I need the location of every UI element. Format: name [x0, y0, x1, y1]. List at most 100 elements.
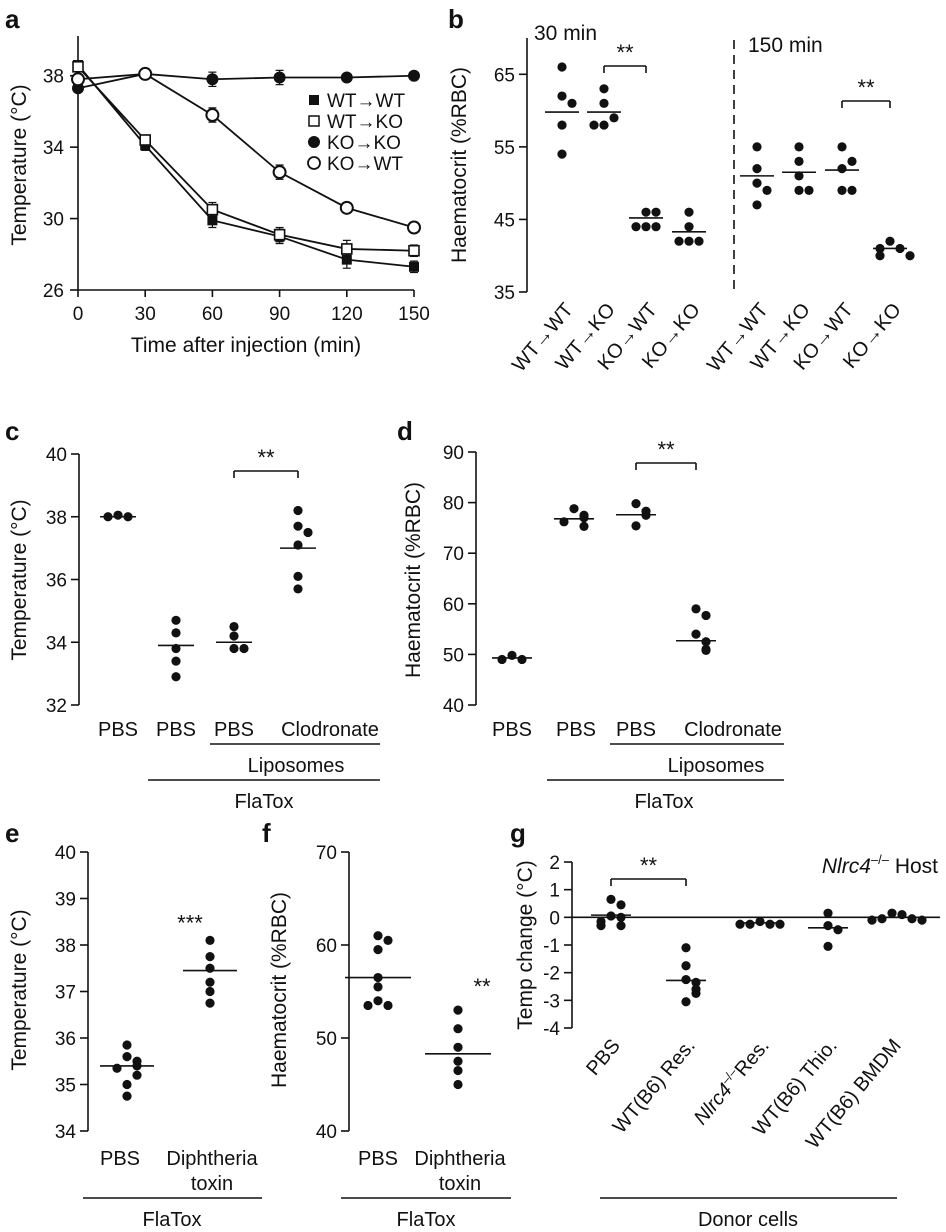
data-point [823, 908, 833, 918]
x-tick-label: 90 [269, 304, 290, 325]
data-point [373, 945, 383, 955]
legend-label: WT→WT [327, 91, 405, 112]
data-point [917, 915, 927, 925]
significance-label: ** [473, 974, 491, 999]
significance-bracket-label: ** [616, 40, 634, 65]
data-point [517, 654, 527, 665]
data-point [132, 1070, 142, 1080]
data-point [616, 900, 626, 910]
x-category-label: PBS [358, 1148, 398, 1170]
data-point [171, 643, 181, 654]
data-point [875, 251, 885, 261]
y-tick-label: 34 [55, 1122, 77, 1143]
group-label: FlaTox [397, 1209, 456, 1231]
x-tick-label: 150 [398, 304, 430, 325]
data-point [691, 604, 701, 614]
data-point [383, 1000, 393, 1011]
data-point [453, 1042, 463, 1052]
y-tick-label: 40 [316, 1122, 337, 1143]
data-point [171, 656, 181, 666]
data-point [701, 637, 711, 647]
host-label: Nlrc4–/– Host [822, 852, 938, 878]
data-point [293, 584, 303, 594]
x-tick-label: 120 [331, 304, 363, 325]
data-point [171, 615, 181, 625]
data-point [599, 98, 609, 108]
data-point [762, 185, 772, 195]
legend-label: KO→KO [327, 133, 401, 154]
data-point [905, 251, 915, 261]
y-axis-label: Temperature (°C) [8, 909, 31, 1070]
y-tick-label: 50 [443, 645, 464, 666]
data-point [205, 963, 215, 973]
panel-label: d [397, 416, 413, 446]
y-tick-label: 0 [549, 908, 560, 929]
data-point [599, 120, 609, 130]
x-category-label: PBS [616, 719, 656, 741]
x-category-label: PBS [156, 719, 196, 741]
significance-bracket-label: ** [640, 853, 658, 878]
data-point [833, 925, 843, 935]
data-point [616, 912, 626, 922]
y-tick-label: 2 [549, 853, 560, 874]
data-point [341, 254, 352, 265]
data-point [579, 513, 589, 523]
data-point [681, 961, 691, 971]
data-point [453, 1079, 463, 1090]
y-tick-label: 60 [443, 595, 464, 616]
data-point [273, 228, 286, 241]
data-point [340, 243, 353, 255]
y-tick-label: -3 [543, 991, 560, 1012]
data-point [641, 222, 651, 232]
data-point [408, 244, 420, 257]
data-point [205, 108, 220, 122]
data-point [408, 69, 420, 82]
x-category-label: toxin [439, 1173, 481, 1195]
host-label-rest: Host [889, 855, 938, 878]
data-point [752, 200, 762, 210]
y-axis-label: Haematocrit (%RBC) [402, 482, 425, 678]
x-tick-label: 30 [135, 304, 156, 325]
data-point [340, 71, 353, 84]
data-point [139, 134, 151, 146]
y-tick-label: 38 [55, 936, 76, 957]
data-point [606, 911, 616, 921]
data-point [887, 908, 897, 918]
data-point [701, 645, 711, 655]
y-tick-label: 38 [43, 67, 64, 88]
y-tick-label: 35 [55, 1076, 76, 1097]
data-point [303, 527, 313, 538]
y-tick-label: 40 [55, 843, 76, 864]
legend-marker [308, 136, 320, 148]
x-category-label: Clodronate [281, 719, 379, 741]
y-tick-label: 40 [46, 445, 67, 466]
data-point [557, 62, 567, 72]
x-category-label: PBS [556, 719, 596, 741]
data-point [122, 1079, 132, 1090]
y-tick-label: 70 [443, 544, 464, 565]
y-tick-label: 45 [494, 210, 515, 231]
x-tick-label: 0 [73, 304, 84, 325]
data-point [823, 941, 833, 951]
data-point [804, 185, 814, 195]
x-category-label: PBS [98, 719, 138, 741]
data-point [373, 996, 383, 1006]
data-point [631, 499, 641, 509]
data-point [599, 84, 609, 94]
data-point [752, 178, 762, 188]
significance-bracket-label: ** [257, 445, 275, 470]
data-point [684, 236, 694, 246]
y-tick-label: 65 [494, 65, 515, 86]
data-point [112, 1063, 122, 1073]
legend-label: WT→KO [327, 112, 403, 133]
data-point [701, 610, 711, 621]
group-label: Liposomes [668, 755, 765, 777]
data-point [735, 919, 745, 929]
series-line [77, 73, 415, 229]
data-point [122, 1091, 132, 1101]
data-point [363, 1000, 373, 1011]
data-point [205, 998, 215, 1008]
data-point [794, 185, 804, 195]
data-point [205, 935, 215, 945]
